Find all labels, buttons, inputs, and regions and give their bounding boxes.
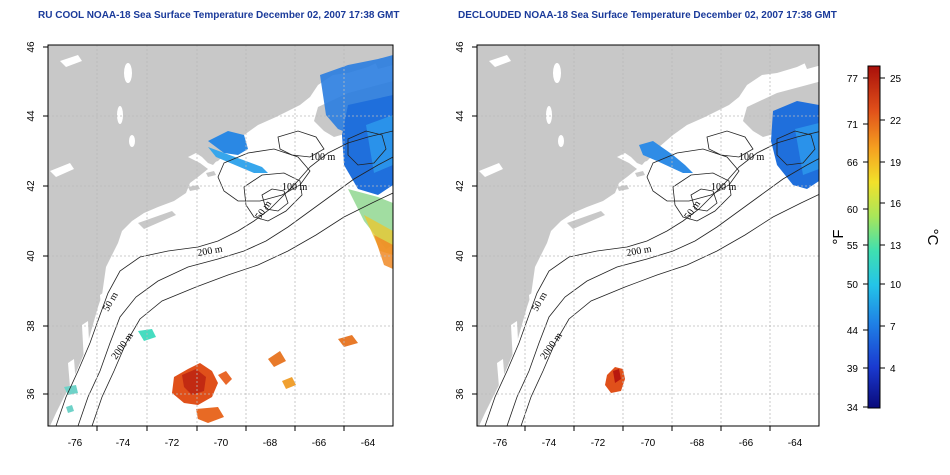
- contour-label: 200 m: [626, 244, 653, 259]
- y-tick-label: 46: [26, 41, 37, 53]
- colorbar: 77 71 66 60 55 50 44 39 34 25 22 19 16 1…: [830, 65, 941, 414]
- sst-patch-south: [172, 335, 358, 423]
- colorbar-f-label: 34: [847, 403, 859, 414]
- map-panel-left: 100 m 100 m 50 m 200 m 50 m 2000 m -76 -…: [26, 41, 394, 449]
- sst-streaks: [64, 189, 393, 413]
- grid-right: [477, 45, 819, 426]
- y-tick-label: 44: [455, 110, 466, 122]
- panel-title-right: DECLOUDED NOAA-18 Sea Surface Temperatur…: [458, 10, 837, 21]
- x-tick-label: -66: [312, 438, 327, 449]
- contour-label: 100 m: [739, 152, 765, 163]
- colorbar-c-label: 19: [890, 158, 902, 169]
- y-tick-label: 36: [26, 388, 37, 400]
- x-tick-label: -74: [542, 438, 557, 449]
- y-tick-label: 46: [455, 41, 466, 53]
- colorbar-c-label: 10: [890, 280, 902, 291]
- x-tick-label: -74: [116, 438, 131, 449]
- colorbar-c-label: 16: [890, 199, 902, 210]
- colorbar-f-label: 55: [847, 241, 859, 252]
- x-tick-label: -76: [68, 438, 83, 449]
- x-tick-label: -68: [263, 438, 278, 449]
- map-panel-right: 100 m 100 m 50 m 200 m 50 m 2000 m -76 -…: [455, 41, 820, 449]
- colorbar-c-label: 25: [890, 74, 902, 85]
- colorbar-unit-c: °C: [924, 229, 941, 246]
- x-tick-label: -64: [788, 438, 803, 449]
- x-tick-label: -76: [493, 438, 508, 449]
- x-tick-label: -64: [361, 438, 376, 449]
- y-tick-label: 36: [455, 388, 466, 400]
- y-tick-label: 42: [455, 180, 466, 192]
- colorbar-c-label: 13: [890, 241, 902, 252]
- map-frame-right: [476, 44, 820, 427]
- sst-swath-north: [208, 55, 393, 195]
- map-frame-left: [47, 44, 394, 427]
- y-tick-label: 40: [455, 250, 466, 262]
- y-tick-label: 38: [455, 320, 466, 332]
- x-tick-label: -68: [690, 438, 705, 449]
- x-tick-label: -72: [165, 438, 180, 449]
- colorbar-f-label: 39: [847, 364, 859, 375]
- colorbar-f-label: 66: [847, 158, 859, 169]
- x-tick-label: -70: [641, 438, 656, 449]
- x-tick-label: -72: [591, 438, 606, 449]
- contour-label: 100 m: [310, 152, 336, 163]
- colorbar-unit-f: °F: [830, 229, 847, 244]
- y-tick-label: 40: [26, 250, 37, 262]
- panel-title-left: RU COOL NOAA-18 Sea Surface Temperature …: [38, 10, 400, 21]
- colorbar-c-label: 22: [890, 116, 902, 127]
- x-tick-label: -70: [214, 438, 229, 449]
- colorbar-c-label: 4: [890, 364, 896, 375]
- sst-declouded-south: [605, 367, 625, 393]
- colorbar-f-label: 50: [847, 280, 859, 291]
- colorbar-scale: [867, 65, 881, 409]
- y-tick-label: 44: [26, 110, 37, 122]
- colorbar-f-label: 44: [847, 326, 859, 337]
- contour-label: 200 m: [197, 244, 224, 259]
- y-tick-label: 42: [26, 180, 37, 192]
- grid-left: [48, 45, 393, 426]
- contour-label: 100 m: [711, 182, 737, 193]
- colorbar-f-label: 71: [847, 120, 859, 131]
- y-tick-label: 38: [26, 320, 37, 332]
- colorbar-c-label: 7: [890, 322, 896, 333]
- x-tick-label: -66: [739, 438, 754, 449]
- colorbar-f-label: 77: [847, 74, 859, 85]
- contour-label: 100 m: [282, 182, 308, 193]
- colorbar-f-label: 60: [847, 205, 859, 216]
